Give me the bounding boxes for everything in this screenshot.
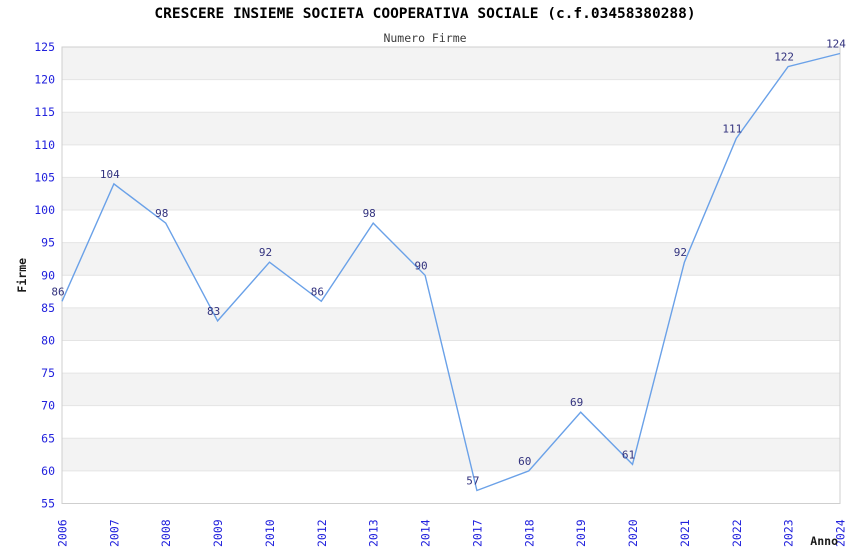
x-tick-label: 2007 <box>107 519 121 547</box>
data-point-label: 98 <box>155 207 168 220</box>
data-point-label: 111 <box>722 122 742 135</box>
plot-band <box>62 79 840 113</box>
plot-band <box>62 144 840 178</box>
plot-band <box>62 438 840 471</box>
data-point-label: 86 <box>51 285 64 298</box>
data-point-label: 83 <box>207 305 220 318</box>
plot-band <box>62 112 840 145</box>
x-tick-label: 2009 <box>211 519 225 547</box>
x-tick-label: 2012 <box>315 519 329 547</box>
y-tick-label: 100 <box>34 203 55 217</box>
x-tick-label: 2022 <box>730 519 744 547</box>
data-point-label: 86 <box>311 285 324 298</box>
plot-band <box>62 340 840 374</box>
x-tick-label: 2014 <box>419 519 433 547</box>
chart-subtitle: Numero Firme <box>383 31 467 45</box>
data-point-label: 104 <box>100 168 120 181</box>
x-tick-label: 2021 <box>678 519 692 547</box>
data-point-label: 90 <box>414 259 427 272</box>
plot-band <box>62 275 840 308</box>
y-tick-label: 115 <box>34 105 55 119</box>
data-point-label: 57 <box>466 474 479 487</box>
y-tick-label: 110 <box>34 138 55 152</box>
y-tick-label: 105 <box>34 170 55 184</box>
plot-band <box>62 405 840 439</box>
y-tick-label: 75 <box>41 366 55 380</box>
y-tick-label: 80 <box>41 333 55 347</box>
chart-title: CRESCERE INSIEME SOCIETA COOPERATIVA SOC… <box>154 6 696 22</box>
x-tick-label: 2013 <box>367 519 381 547</box>
plot-band <box>62 307 840 341</box>
x-tick-label: 2024 <box>834 519 848 547</box>
plot-band <box>62 47 840 80</box>
y-tick-label: 120 <box>34 73 55 87</box>
data-point-label: 61 <box>622 448 635 461</box>
x-tick-label: 2018 <box>522 519 536 547</box>
x-axis-label: Anno <box>810 534 838 548</box>
data-point-label: 69 <box>570 396 583 409</box>
data-point-label: 92 <box>259 246 272 259</box>
y-tick-label: 90 <box>41 268 55 282</box>
x-tick-label: 2006 <box>56 519 70 547</box>
data-point-label: 60 <box>518 455 531 468</box>
y-tick-label: 60 <box>41 464 55 478</box>
data-point-label: 124 <box>826 38 846 51</box>
data-point-label: 98 <box>363 207 376 220</box>
x-tick-label: 2023 <box>782 519 796 547</box>
x-tick-label: 2008 <box>159 519 173 547</box>
y-tick-label: 125 <box>34 40 55 54</box>
y-tick-label: 95 <box>41 236 55 250</box>
plot-border <box>61 46 841 504</box>
x-tick-label: 2020 <box>626 519 640 547</box>
plot-band <box>62 242 840 276</box>
plot-band <box>62 470 840 504</box>
y-tick-label: 65 <box>41 431 55 445</box>
data-point-label: 122 <box>774 51 794 64</box>
x-tick-label: 2010 <box>263 519 277 547</box>
y-tick-label: 70 <box>41 399 55 413</box>
x-tick-label: 2019 <box>574 519 588 547</box>
y-axis-label: Firme <box>15 258 29 293</box>
y-tick-label: 85 <box>41 301 55 315</box>
data-point-label: 92 <box>674 246 687 259</box>
x-tick-label: 2017 <box>470 519 484 547</box>
series-line <box>61 52 841 492</box>
y-tick-label: 55 <box>41 497 55 511</box>
plot-band <box>62 177 840 211</box>
plot-band <box>62 373 840 406</box>
plot-band <box>62 210 840 243</box>
